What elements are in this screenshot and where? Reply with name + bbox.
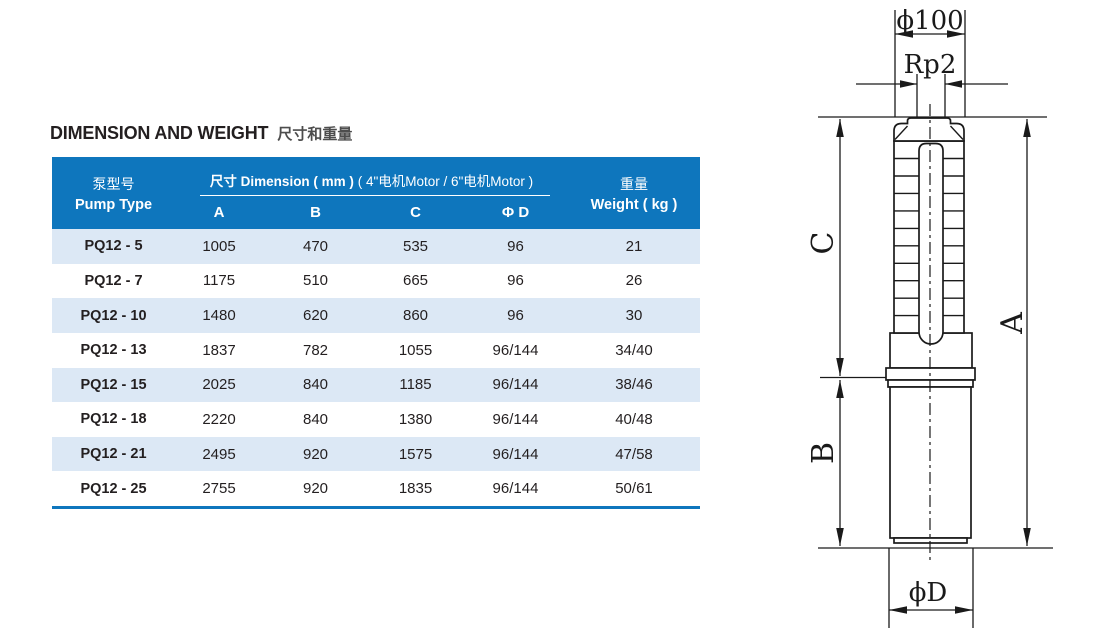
dimension-group-underline bbox=[200, 195, 550, 196]
value-weight-cell: 30 bbox=[625, 307, 643, 325]
value-b-cell: 920 bbox=[302, 445, 329, 463]
column-header-pump-type: 泵型号 Pump Type bbox=[52, 157, 175, 229]
value-a-cell: 2220 bbox=[202, 410, 236, 428]
value-weight-cell: 34/40 bbox=[615, 341, 653, 359]
value-a-cell: 1837 bbox=[202, 341, 236, 359]
value-b-cell: 840 bbox=[302, 410, 329, 428]
value-b-cell: 510 bbox=[302, 272, 329, 290]
table-row: PQ12 - 25 2755 920 1835 96/144 50/61 bbox=[52, 471, 700, 506]
dimension-group-label-main: 尺寸 Dimension ( mm ) bbox=[209, 174, 354, 189]
value-a-cell: 1175 bbox=[202, 272, 236, 290]
value-b-cell: 470 bbox=[302, 237, 329, 255]
value-c-cell: 1055 bbox=[398, 341, 433, 359]
column-header-a: A bbox=[213, 204, 225, 221]
table-row: PQ12 - 10 1480 620 860 96 30 bbox=[52, 298, 700, 333]
value-weight-cell: 38/46 bbox=[615, 376, 653, 394]
table-row: PQ12 - 7 1175 510 665 96 26 bbox=[52, 264, 700, 299]
value-b-cell: 782 bbox=[302, 341, 329, 359]
value-d-cell: 96/144 bbox=[492, 341, 539, 359]
column-header-dimensions: 尺寸 Dimension ( mm ) ( 4"电机Motor / 6"电机Mo… bbox=[175, 157, 568, 229]
dimension-c-label: C bbox=[806, 232, 841, 255]
pump-model-cell: PQ12 - 21 bbox=[80, 446, 147, 463]
pump-model-cell: PQ12 - 15 bbox=[80, 376, 147, 393]
value-a-cell: 1005 bbox=[202, 237, 236, 255]
value-b-cell: 620 bbox=[302, 307, 329, 325]
table-row: PQ12 - 21 2495 920 1575 96/144 47/58 bbox=[52, 436, 700, 472]
stage-rib-lines bbox=[894, 157, 964, 317]
dimension-a-label: A bbox=[995, 312, 1030, 335]
value-d-cell: 96/144 bbox=[492, 410, 539, 428]
value-c-cell: 665 bbox=[402, 272, 429, 290]
value-d-cell: 96 bbox=[507, 272, 524, 290]
table-row: PQ12 - 13 1837 782 1055 96/144 34/40 bbox=[52, 333, 700, 368]
value-weight-cell: 21 bbox=[625, 237, 643, 255]
discharge-head bbox=[893, 117, 965, 142]
column-header-weight: 重量 Weight ( kg ) bbox=[568, 157, 700, 229]
value-weight-cell: 40/48 bbox=[615, 410, 653, 428]
value-weight-cell: 50/61 bbox=[615, 480, 653, 498]
pump-type-label-en: Pump Type bbox=[74, 196, 153, 213]
dimension-group-label: 尺寸 Dimension ( mm ) ( 4"电机Motor / 6"电机Mo… bbox=[175, 157, 568, 190]
dimension-arrowheads bbox=[836, 30, 1031, 614]
table-row: PQ12 - 5 1005 470 535 96 21 bbox=[52, 229, 700, 264]
value-d-cell: 96 bbox=[507, 237, 524, 255]
dimension-subcolumns: A B C Φ D bbox=[175, 196, 568, 221]
pump-model-cell: PQ12 - 10 bbox=[80, 307, 147, 324]
page-title-zh: 尺寸和重量 bbox=[277, 126, 353, 143]
pump-model-cell: PQ12 - 18 bbox=[80, 411, 147, 428]
value-c-cell: 860 bbox=[402, 307, 429, 325]
value-weight-cell: 26 bbox=[625, 272, 643, 290]
value-c-cell: 1380 bbox=[398, 410, 433, 428]
value-weight-cell: 47/58 bbox=[615, 445, 653, 463]
dimension-weight-table: 泵型号 Pump Type 尺寸 Dimension ( mm ) ( 4"电机… bbox=[52, 157, 700, 509]
thread-size-label: Rp2 bbox=[904, 50, 957, 80]
weight-label-zh: 重量 bbox=[620, 175, 648, 192]
table-row: PQ12 - 15 2025 840 1185 96/144 38/46 bbox=[52, 367, 700, 403]
pump-model-cell: PQ12 - 5 bbox=[84, 238, 143, 255]
table-row: PQ12 - 18 2220 840 1380 96/144 40/48 bbox=[52, 402, 700, 437]
value-c-cell: 1835 bbox=[398, 480, 433, 498]
pump-model-cell: PQ12 - 13 bbox=[80, 342, 147, 359]
value-a-cell: 2755 bbox=[202, 480, 236, 498]
value-b-cell: 840 bbox=[302, 376, 329, 394]
bottom-diameter-label: ϕD bbox=[909, 578, 948, 608]
value-a-cell: 1480 bbox=[202, 307, 236, 325]
extension-lines bbox=[818, 10, 1053, 628]
value-a-cell: 2495 bbox=[202, 445, 236, 463]
dimension-b-label: B bbox=[806, 442, 841, 464]
top-diameter-label: ϕ100 bbox=[896, 6, 963, 36]
value-c-cell: 1575 bbox=[398, 445, 433, 463]
page-title-en: DIMENSION AND WEIGHT bbox=[50, 123, 269, 143]
value-d-cell: 96/144 bbox=[492, 445, 539, 463]
pump-type-label-zh: 泵型号 bbox=[92, 175, 135, 192]
page-title: DIMENSION AND WEIGHT 尺寸和重量 bbox=[50, 123, 352, 144]
value-d-cell: 96/144 bbox=[492, 480, 539, 498]
column-header-b: B bbox=[310, 204, 321, 221]
pump-model-cell: PQ12 - 25 bbox=[80, 480, 147, 497]
table-bottom-rule bbox=[52, 506, 700, 509]
value-d-cell: 96/144 bbox=[492, 376, 539, 394]
discharge-head-chamfers bbox=[894, 125, 964, 140]
value-d-cell: 96 bbox=[507, 307, 524, 325]
value-c-cell: 1185 bbox=[399, 376, 432, 394]
weight-label-en: Weight ( kg ) bbox=[590, 196, 678, 213]
value-c-cell: 535 bbox=[402, 237, 429, 255]
value-b-cell: 920 bbox=[302, 480, 329, 498]
value-a-cell: 2025 bbox=[202, 376, 236, 394]
pump-model-cell: PQ12 - 7 bbox=[84, 272, 143, 289]
cable-guard bbox=[918, 142, 944, 345]
dimension-group-label-sub: ( 4"电机Motor / 6"电机Motor ) bbox=[357, 174, 534, 189]
table-header: 泵型号 Pump Type 尺寸 Dimension ( mm ) ( 4"电机… bbox=[52, 157, 700, 229]
column-header-phi-d: Φ D bbox=[501, 204, 530, 221]
column-header-c: C bbox=[410, 204, 421, 221]
